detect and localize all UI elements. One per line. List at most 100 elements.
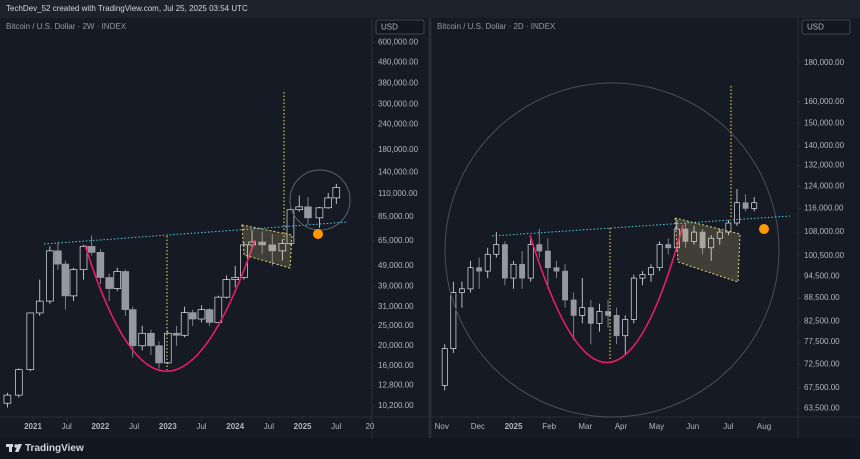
candle-body [15,369,23,396]
y-tick-label: 67,500.00 [804,383,840,392]
chart-title: Bitcoin / U.S. Dollar · 2D · INDEX [437,22,556,31]
candle-body [332,187,341,199]
y-tick-label: 180,000.00 [804,58,845,67]
candle-body [214,296,223,323]
y-tick-label: 600,000.00 [378,38,419,47]
candle-body [138,332,146,347]
candle-body [596,311,603,324]
y-tick-label: 25,000.00 [378,321,414,330]
candle-body [188,312,197,320]
y-tick-label: 124,000.00 [804,181,845,190]
candle-body [467,267,474,290]
candle-body [324,197,332,209]
y-tick-label: 116,000.00 [804,203,844,212]
x-tick-label: Jul [129,422,139,431]
candle-body [682,228,689,242]
currency: USD [381,23,398,32]
candle-body [587,307,594,324]
x-tick-label: Jul [331,422,341,431]
x-tick-label: Jul [264,422,274,431]
candle-body [450,292,457,349]
candle-body [87,245,96,253]
candle-body [222,279,231,298]
y-tick-label: 240,000.00 [378,119,419,128]
candle-body [544,250,551,269]
y-tick-label: 63,500.00 [804,403,840,412]
x-tick-label: Feb [542,422,556,431]
y-tick-label: 94,500.00 [804,271,840,280]
x-tick-label: May [649,422,664,431]
price-series [441,188,758,391]
x-tick-label: 2021 [24,422,42,431]
candle-body [725,222,732,233]
candle-body [553,267,560,272]
candle-body [46,250,54,302]
y-tick-label: 480,000.00 [378,58,419,67]
candle-body [121,271,130,310]
candle-body [459,288,465,293]
candle-body [708,237,715,249]
candle-body [278,243,287,252]
credit: TechDev_52 created with TradingView.com,… [6,4,248,13]
candle-body [304,206,312,219]
candle-body [622,319,629,337]
candle-body [716,231,723,239]
candle-body [128,309,137,347]
y-tick-label: 140,000.00 [804,141,845,150]
candle-body [105,277,113,289]
candle-body [613,315,620,337]
y-tick-label: 108,000.00 [804,227,845,236]
candle-body [605,311,611,316]
currency-box [801,19,851,35]
candle-body [3,394,12,404]
y-tick-label: 140,000.00 [378,167,419,176]
candle-body [197,309,206,320]
candle-body [96,252,105,278]
x-tick-label: Jul [196,422,206,431]
x-tick-label: 2022 [91,422,109,431]
panel [0,18,428,438]
candle-body [648,267,654,275]
candle-body [562,270,569,301]
top-bar [0,0,860,18]
candle-body [579,307,586,316]
x-tick-label: 2024 [226,422,244,431]
candle-body [484,253,491,272]
y-tick-label: 85,000.00 [378,212,414,221]
candle-body [26,312,35,371]
logo [6,444,22,452]
y-tick-label: 160,000.00 [804,97,845,106]
candle-body [656,244,663,269]
candle-body [69,269,78,297]
y-tick-label: 77,500.00 [804,337,840,346]
candle-body [248,241,256,246]
x-tick-label: Jul [723,422,733,431]
candle-body [441,348,448,386]
candle-body [510,263,517,279]
candle-body [286,209,295,244]
x-tick-label: 2023 [159,422,177,431]
y-tick-label: 31,000.00 [378,302,414,311]
candle-body [315,207,324,219]
brand[interactable]: TradingView [25,443,84,454]
candle-body [699,231,706,249]
candle-body [493,244,500,255]
candle-body [35,300,44,314]
x-tick-label: 2025 [294,422,312,431]
y-tick-label: 72,500.00 [804,359,840,368]
x-tick-label: Apr [615,422,628,431]
candle-body [630,277,637,320]
x-tick-label: Aug [757,422,771,431]
x-tick-label: Jun [686,422,699,431]
x-tick-label: 2025 [505,422,523,431]
y-tick-label: 20,000.00 [378,341,414,350]
candle-body [665,244,672,249]
x-tick-label: Jul [62,422,72,431]
candle-body [79,245,88,270]
candle-body [54,250,62,265]
y-tick-label: 300,000.00 [378,99,419,108]
footer [0,438,860,459]
annotations [444,82,791,418]
candle-body [639,274,646,279]
